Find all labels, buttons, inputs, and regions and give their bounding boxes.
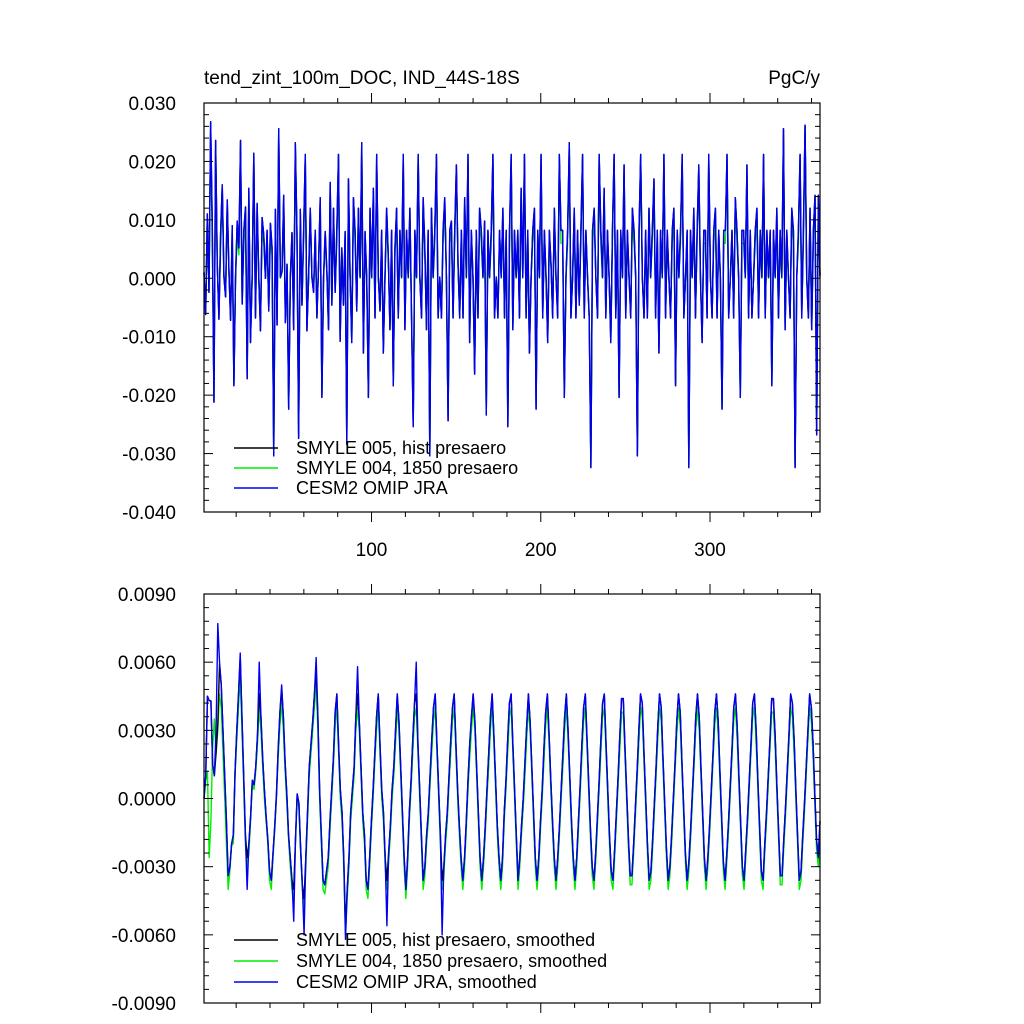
y-tick-label: 0.030 bbox=[128, 94, 176, 115]
y-tick-label: 0.0000 bbox=[118, 790, 176, 811]
legend-label: CESM2 OMIP JRA, smoothed bbox=[296, 972, 537, 992]
figure-title-left: tend_zint_100m_DOC, IND_44S-18S bbox=[204, 68, 520, 89]
y-tick-label: -0.010 bbox=[122, 328, 176, 349]
y-tick-label: 0.020 bbox=[128, 152, 176, 173]
y-tick-label: -0.020 bbox=[122, 386, 176, 407]
legend-label: CESM2 OMIP JRA bbox=[296, 478, 448, 498]
y-tick-label: -0.030 bbox=[122, 445, 176, 466]
y-tick-label: 0.0060 bbox=[118, 653, 176, 674]
top-panel: 0.030 0.020 0.010 0.000 -0.010 -0.020 -0.030 -0… bbox=[122, 93, 821, 561]
plot-frame bbox=[203, 102, 821, 513]
legend-label: SMYLE 004, 1850 presaero bbox=[296, 458, 518, 478]
figure-title-right: PgC/y bbox=[768, 68, 820, 89]
y-tick-label: 0.0030 bbox=[118, 721, 176, 742]
legend-label: SMYLE 004, 1850 presaero, smoothed bbox=[296, 951, 607, 971]
bottom-panel: 0.0090 0.0060 0.0030 0.0000 -0.0030 -0.0060 -0… bbox=[112, 584, 821, 1015]
legend-label: SMYLE 005, hist presaero, smoothed bbox=[296, 930, 595, 950]
y-tick-label: 0.000 bbox=[128, 269, 176, 290]
y-tick-label: 0.0090 bbox=[118, 585, 176, 606]
series-line-3 bbox=[203, 622, 821, 941]
y-tick-label: -0.040 bbox=[122, 503, 176, 524]
series-line-3 bbox=[203, 121, 821, 469]
x-tick-label: 100 bbox=[356, 540, 388, 561]
y-tick-label: -0.0090 bbox=[112, 994, 176, 1015]
x-tick-label: 200 bbox=[525, 540, 557, 561]
x-tick-label: 300 bbox=[694, 540, 726, 561]
y-tick-label: -0.0060 bbox=[112, 926, 176, 947]
y-tick-label: -0.0030 bbox=[112, 858, 176, 879]
y-tick-label: 0.010 bbox=[128, 211, 176, 232]
legend-label: SMYLE 005, hist presaero bbox=[296, 438, 506, 458]
